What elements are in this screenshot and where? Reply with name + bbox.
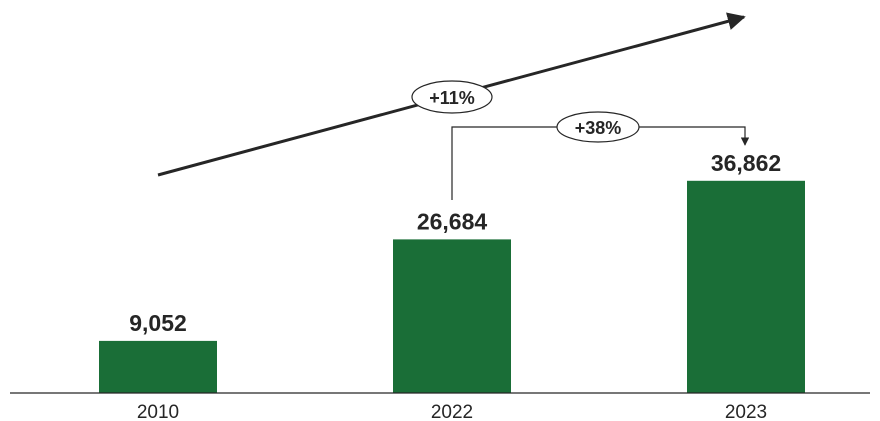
tick-labels-group: 2010 2022 2023 [137,402,767,421]
bar-2022 [393,239,511,393]
bar-2023 [687,180,805,393]
trend-growth-ellipse [411,80,493,114]
trend-growth-label: +11% [429,88,475,108]
x-tick-label-2022: 2022 [431,402,473,421]
bracket-growth-badge: +38% [556,111,640,143]
value-label-2022: 26,684 [417,208,488,234]
bar-2010 [99,340,217,393]
value-label-2010: 9,052 [129,310,187,336]
bracket-growth-ellipse [556,111,640,143]
value-label-2023: 36,862 [711,150,781,176]
value-labels-group: 9,052 26,684 36,862 [129,150,781,336]
x-tick-label-2010: 2010 [137,402,179,421]
x-tick-label-2023: 2023 [725,402,767,421]
trend-growth-badge: +11% [411,80,493,114]
bars-group [99,180,805,393]
bracket-growth-label: +38% [575,118,622,138]
